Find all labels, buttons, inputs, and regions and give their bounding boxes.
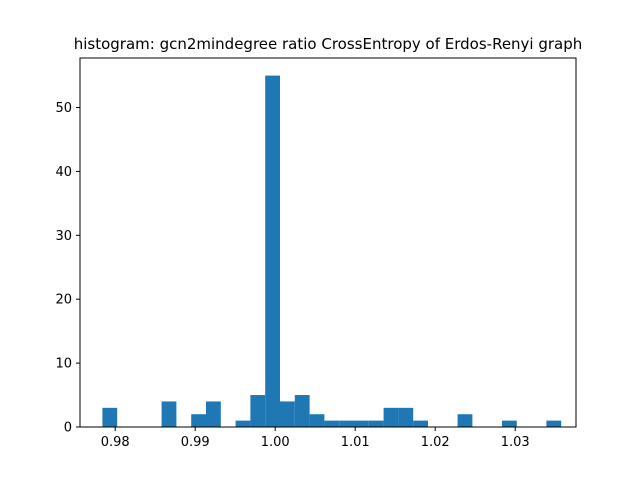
histogram-bar <box>161 401 177 427</box>
y-tick-label: 30 <box>55 229 72 244</box>
y-tick-label: 10 <box>55 357 72 372</box>
histogram-bar <box>383 407 399 427</box>
y-tick-label: 0 <box>64 421 72 436</box>
x-tick-label: 0.99 <box>181 435 210 450</box>
x-tick-label: 1.00 <box>261 435 290 450</box>
x-tick-label: 1.03 <box>501 435 530 450</box>
histogram-bar <box>280 401 295 427</box>
y-tick-label: 50 <box>55 101 72 116</box>
x-axis: 0.98 0.99 1.00 1.01 1.02 1.03 <box>101 427 530 450</box>
histogram-bar <box>206 401 221 427</box>
histogram-bar <box>265 75 280 428</box>
y-tick-label: 40 <box>55 165 72 180</box>
histogram-bar <box>368 420 384 427</box>
x-tick-label: 1.01 <box>341 435 370 450</box>
histogram-bar <box>457 414 473 427</box>
y-axis: 0 10 20 30 40 50 <box>55 101 80 436</box>
histogram-bar <box>250 395 266 427</box>
histogram-bar <box>339 420 354 427</box>
histogram-bar <box>354 420 369 427</box>
x-tick-label: 1.02 <box>421 435 450 450</box>
histogram-bar <box>413 420 428 427</box>
histogram-bar <box>502 420 517 427</box>
histogram-bar <box>324 420 340 427</box>
histogram-bar <box>235 420 251 427</box>
y-tick-label: 20 <box>55 293 72 308</box>
histogram-bar <box>191 414 206 427</box>
histogram-bar <box>398 407 414 427</box>
histogram-bar <box>294 395 310 427</box>
histogram-bar <box>102 407 118 427</box>
bars-group <box>102 75 562 428</box>
histogram-bar <box>546 420 562 427</box>
plot-frame <box>79 57 577 428</box>
histogram-bar <box>309 414 325 427</box>
chart-title: histogram: gcn2mindegree ratio CrossEntr… <box>74 35 583 53</box>
x-tick-label: 0.98 <box>101 435 130 450</box>
